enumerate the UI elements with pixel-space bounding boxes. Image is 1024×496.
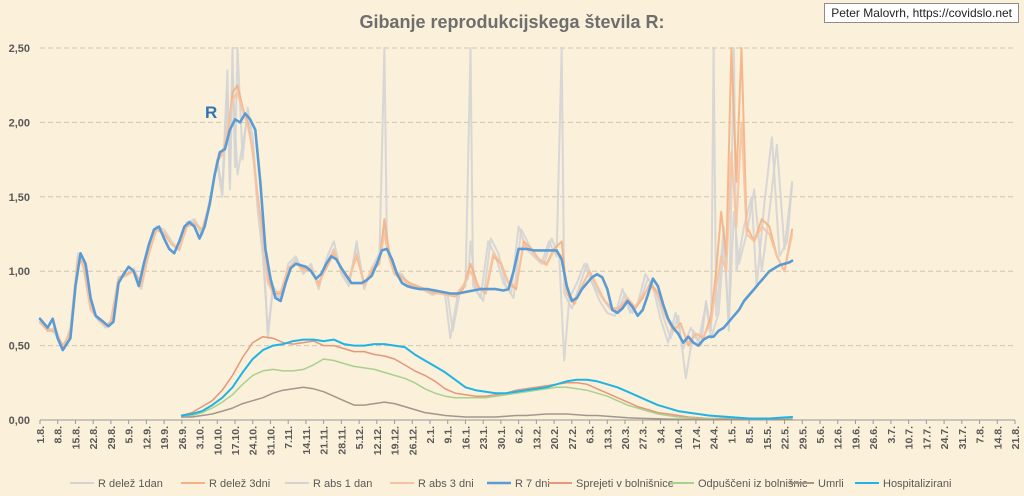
x-tick-label: 22.8.	[88, 426, 100, 449]
x-tick-label: 5.9.	[124, 426, 136, 444]
series-lines	[38, 47, 794, 421]
series-line-odpusceni	[181, 358, 793, 421]
x-tick-label: 31.10.	[265, 426, 277, 455]
x-tick-label: 1.8.	[35, 426, 47, 444]
legend-item-r_delez_1dan[interactable]: R delež 1dan	[70, 478, 163, 490]
x-tick-label: 19.9.	[159, 426, 171, 449]
legend-item-umrli[interactable]: Umrli	[790, 478, 844, 490]
x-tick-label: 15.8.	[70, 426, 82, 449]
x-tick-label: 10.10.	[212, 426, 224, 455]
x-tick-label: 12.6.	[833, 426, 845, 449]
legend-label: Odpuščeni iz bolnišnic	[698, 478, 808, 490]
y-axis-ticks: 0,00 0,50 1,00 1,50 2,00 2,50	[9, 43, 30, 427]
legend-label: R abs 1 dan	[313, 478, 372, 490]
x-tick-label: 30.1.	[496, 426, 508, 449]
x-tick-label: 5.12.	[354, 426, 366, 449]
legend-label: R abs 3 dni	[418, 478, 474, 490]
x-tick-label: 17.10.	[230, 426, 242, 455]
legend-item-odpusceni[interactable]: Odpuščeni iz bolnišnic	[670, 478, 808, 490]
x-tick-label: 27.2.	[567, 426, 579, 449]
x-tick-label: 26.6.	[868, 426, 880, 449]
x-tick-label: 24.4.	[709, 426, 721, 449]
x-tick-label: 23.1.	[478, 426, 490, 449]
x-tick-label: 6.2.	[514, 426, 526, 444]
series-line-r_abs_3dni	[39, 91, 794, 349]
x-tick-label: 16.1.	[460, 426, 472, 449]
x-tick-label: 7.11.	[283, 426, 295, 449]
series-line-sprejeti	[181, 335, 793, 420]
legend-label: Hospitalizirani	[883, 478, 951, 490]
legend-item-r_abs_1dan[interactable]: R abs 1 dan	[285, 478, 372, 490]
x-tick-label: 8.8.	[53, 426, 65, 444]
series-line-r_7dni	[38, 112, 794, 352]
y-tick-label: 1,50	[9, 192, 30, 204]
x-tick-label: 14.8.	[992, 426, 1004, 449]
x-tick-label: 12.12.	[372, 426, 384, 455]
x-tick-label: 19.12.	[390, 426, 402, 455]
legend-label: Sprejeti v bolnišnice	[576, 478, 674, 490]
legend-item-r_abs_3dni[interactable]: R abs 3 dni	[390, 478, 474, 490]
x-tick-label: 19.6.	[850, 426, 862, 449]
x-tick-label: 3.7.	[886, 426, 898, 444]
legend-label: R 7 dni	[515, 478, 550, 490]
x-tick-label: 17.4.	[691, 426, 703, 449]
x-tick-label: 1.5.	[726, 426, 738, 444]
x-tick-label: 2.1.	[425, 426, 437, 444]
y-tick-label: 2,50	[9, 43, 30, 55]
x-tick-label: 12.9.	[141, 426, 153, 449]
legend-item-hospitalizirani[interactable]: Hospitalizirani	[855, 478, 951, 490]
x-tick-label: 20.2.	[549, 426, 561, 449]
x-tick-label: 29.8.	[106, 426, 118, 449]
y-tick-label: 2,00	[9, 117, 30, 129]
x-tick-label: 28.11.	[336, 426, 348, 455]
y-tick-label: 1,00	[9, 266, 30, 278]
gridlines	[40, 47, 1015, 421]
x-tick-label: 27.3.	[638, 426, 650, 449]
x-tick-label: 5.6.	[815, 426, 827, 444]
x-tick-label: 14.11.	[301, 426, 313, 455]
x-tick-label: 20.3.	[620, 426, 632, 449]
x-tick-label: 24.10.	[248, 426, 260, 455]
x-tick-label: 13.2.	[531, 426, 543, 449]
legend-label: R delež 3dni	[209, 478, 270, 490]
x-tick-label: 24.7.	[939, 426, 951, 449]
series-line-hospitalizirani	[180, 338, 794, 420]
x-tick-label: 26.9.	[177, 426, 189, 449]
x-tick-label: 21.8.	[1010, 426, 1022, 449]
series-line-umrli	[181, 386, 793, 421]
x-tick-label: 29.5.	[797, 426, 809, 449]
x-tick-label: 8.5.	[744, 426, 756, 444]
x-tick-label: 15.5.	[762, 426, 774, 449]
x-tick-label: 10.7.	[904, 426, 916, 449]
x-tick-label: 3.10.	[195, 426, 207, 449]
legend: R delež 1dan R delež 3dni R abs 1 dan R abs…	[70, 478, 951, 490]
x-tick-label: 17.7.	[921, 426, 933, 449]
legend-label: R delež 1dan	[98, 478, 163, 490]
x-tick-label: 22.5.	[780, 426, 792, 449]
r-annotation: R	[205, 103, 217, 122]
x-tick-label: 6.3.	[585, 426, 597, 444]
legend-item-r_7dni[interactable]: R 7 dni	[487, 478, 550, 490]
credit-box[interactable]: Peter Malovrh, https://covidslo.net	[824, 3, 1019, 23]
x-tick-label: 26.12.	[407, 426, 419, 455]
x-tick-label: 7.8.	[975, 426, 987, 444]
x-tick-label: 21.11.	[319, 426, 331, 455]
x-tick-label: 9.1.	[443, 426, 455, 444]
legend-item-r_delez_3dni[interactable]: R delež 3dni	[181, 478, 270, 490]
y-tick-label: 0,00	[9, 415, 30, 427]
x-tick-label: 3.4.	[655, 426, 667, 444]
x-axis-ticks: 1.8. 8.8. 15.8. 22.8. 29.8. 5.9. 12.9. 19.9. 26.…	[35, 420, 1022, 455]
chart-title: Gibanje reprodukcijskega števila R:	[359, 12, 664, 32]
legend-label: Umrli	[818, 478, 844, 490]
x-tick-label: 10.4.	[673, 426, 685, 449]
x-tick-label: 13.3.	[602, 426, 614, 449]
y-tick-label: 0,50	[9, 341, 30, 353]
x-tick-label: 31.7.	[957, 426, 969, 449]
legend-item-sprejeti[interactable]: Sprejeti v bolnišnice	[548, 478, 674, 490]
